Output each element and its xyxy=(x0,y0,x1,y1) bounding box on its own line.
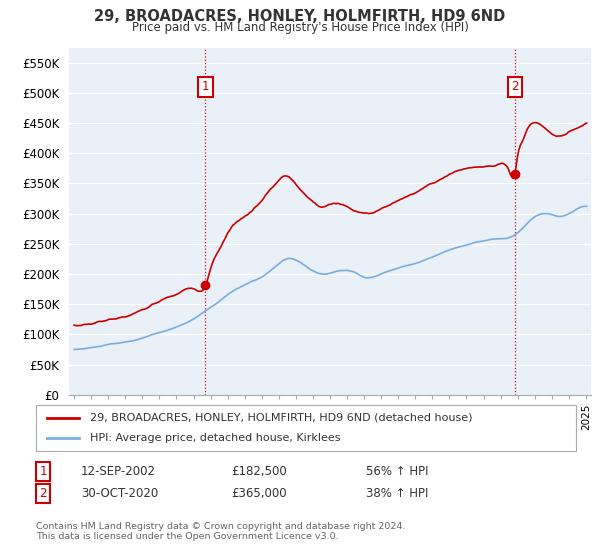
Text: Contains HM Land Registry data © Crown copyright and database right 2024.
This d: Contains HM Land Registry data © Crown c… xyxy=(36,522,406,542)
Text: Price paid vs. HM Land Registry's House Price Index (HPI): Price paid vs. HM Land Registry's House … xyxy=(131,21,469,34)
Text: 29, BROADACRES, HONLEY, HOLMFIRTH, HD9 6ND: 29, BROADACRES, HONLEY, HOLMFIRTH, HD9 6… xyxy=(94,9,506,24)
Text: 2: 2 xyxy=(511,80,518,94)
Text: 56% ↑ HPI: 56% ↑ HPI xyxy=(366,465,428,478)
Text: 2: 2 xyxy=(40,487,47,501)
Text: 30-OCT-2020: 30-OCT-2020 xyxy=(81,487,158,501)
Text: £365,000: £365,000 xyxy=(231,487,287,501)
Text: 1: 1 xyxy=(202,80,209,94)
Text: 1: 1 xyxy=(40,465,47,478)
Text: 29, BROADACRES, HONLEY, HOLMFIRTH, HD9 6ND (detached house): 29, BROADACRES, HONLEY, HOLMFIRTH, HD9 6… xyxy=(90,413,473,423)
Text: £182,500: £182,500 xyxy=(231,465,287,478)
Text: 38% ↑ HPI: 38% ↑ HPI xyxy=(366,487,428,501)
Text: HPI: Average price, detached house, Kirklees: HPI: Average price, detached house, Kirk… xyxy=(90,433,341,443)
Text: 12-SEP-2002: 12-SEP-2002 xyxy=(81,465,156,478)
